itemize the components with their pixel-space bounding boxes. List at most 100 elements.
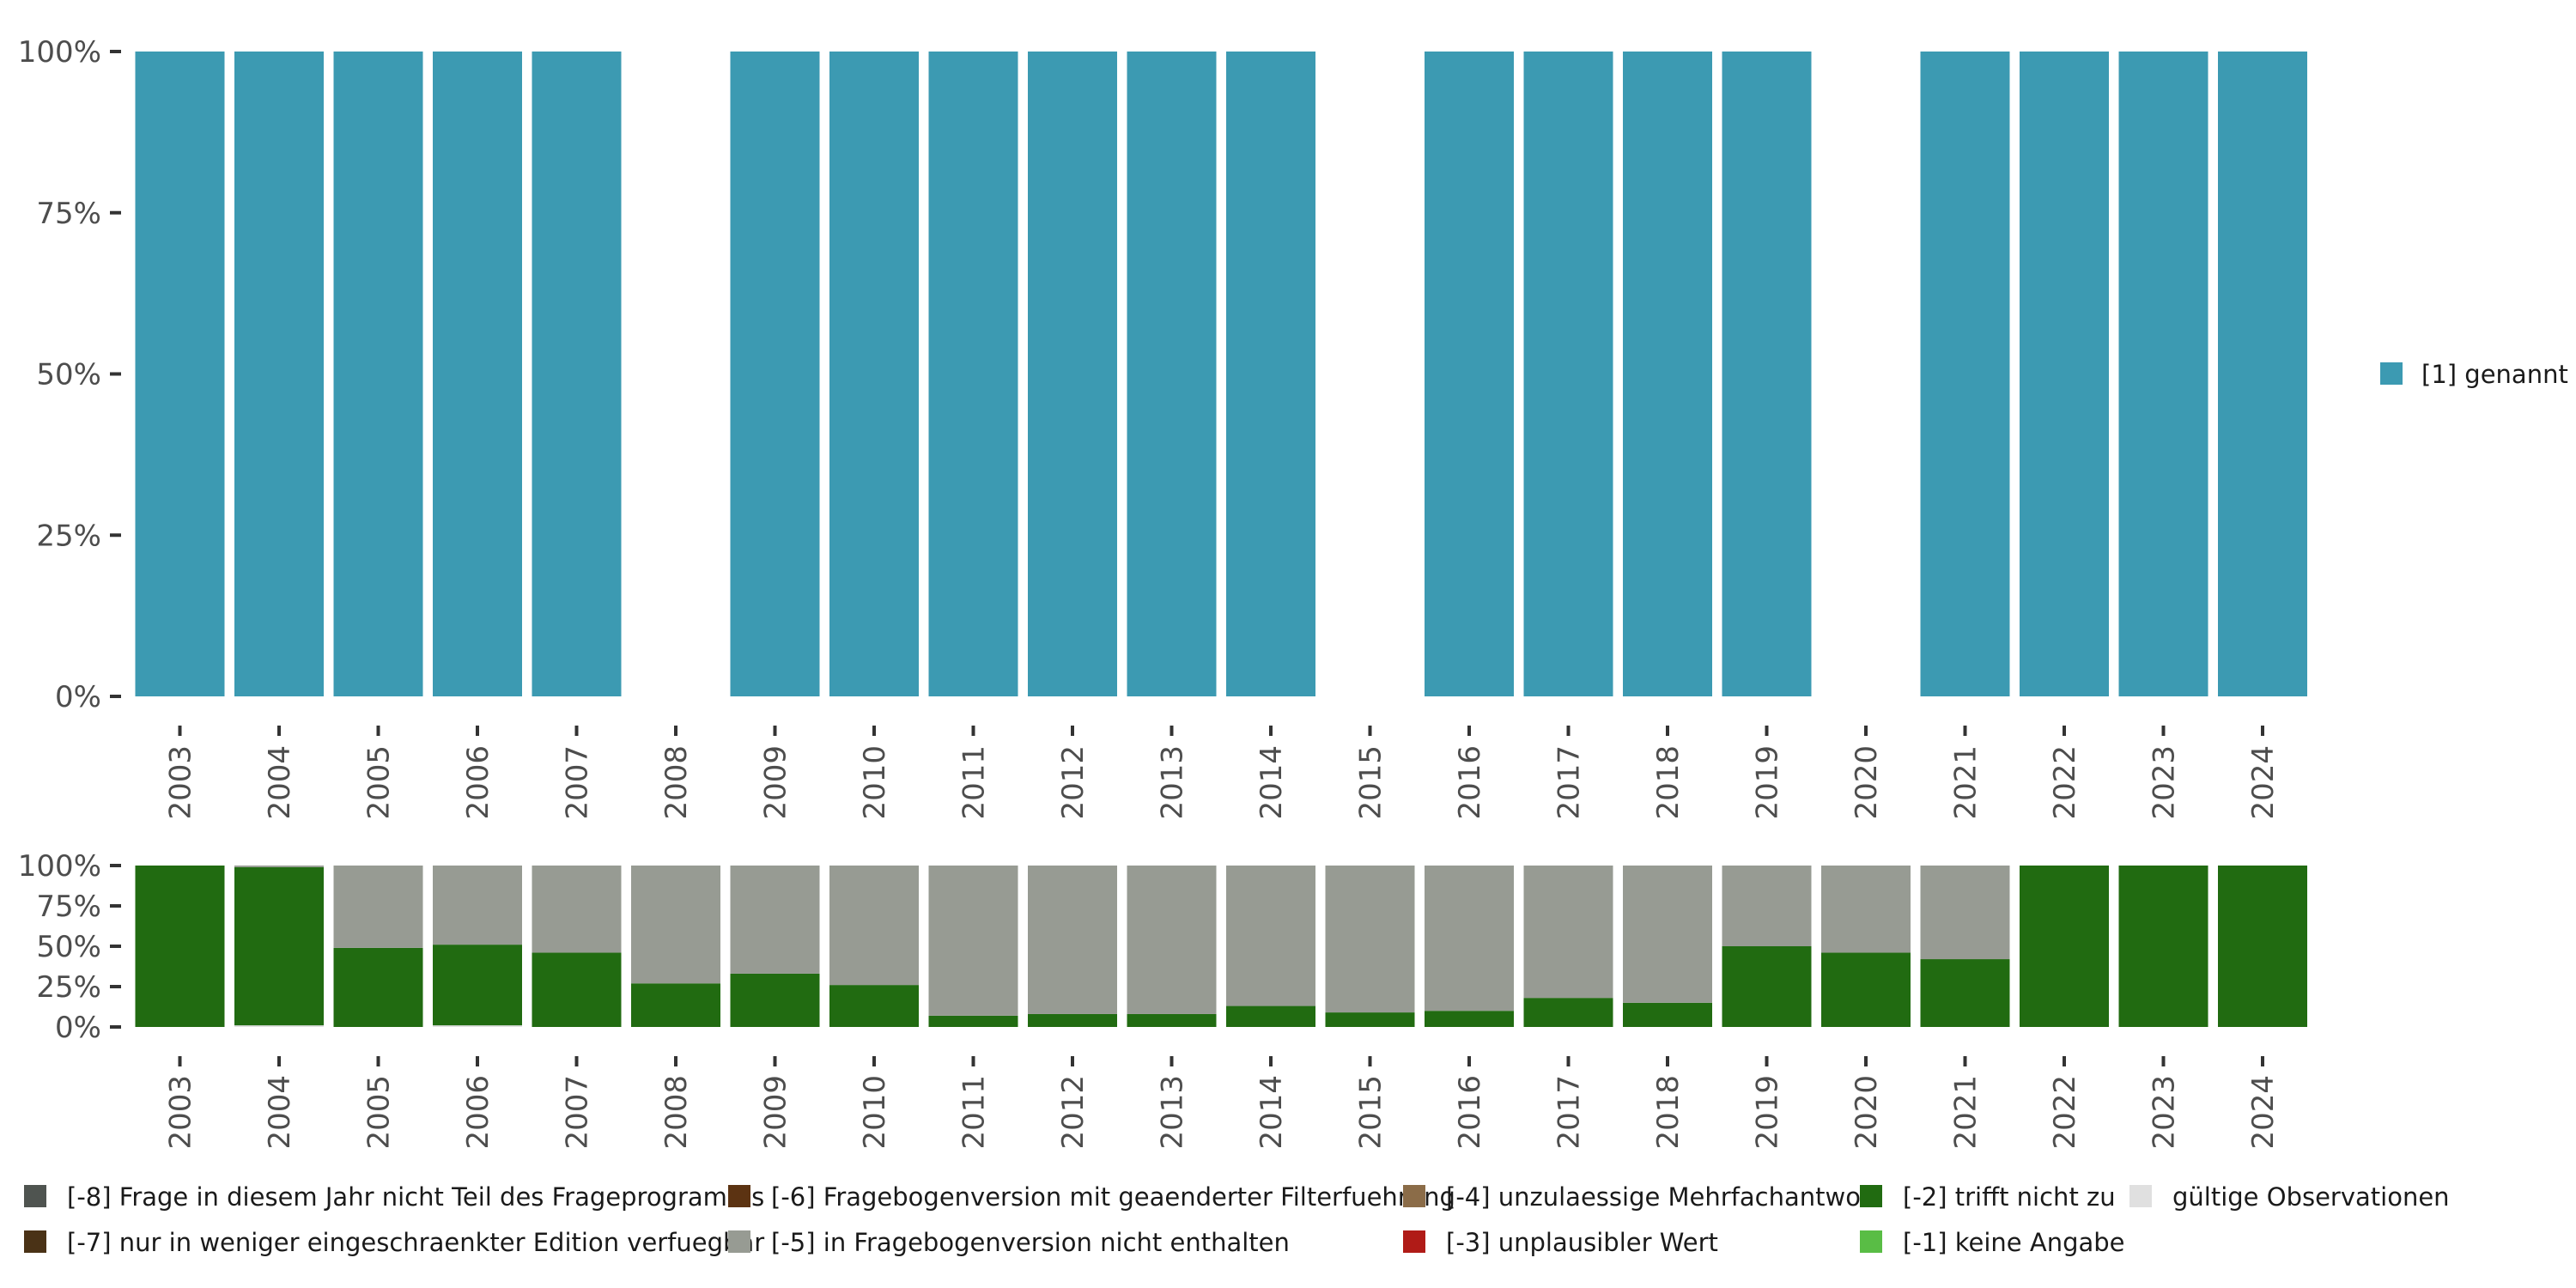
x-tick-label: 2011 — [957, 1075, 992, 1150]
bar-segment — [433, 52, 522, 696]
x-tick-label: 2017 — [1552, 745, 1587, 820]
x-tick-label: 2007 — [561, 745, 595, 820]
bar-segment — [928, 1015, 1018, 1027]
bar-segment — [333, 866, 423, 948]
bar-segment — [234, 1025, 324, 1027]
x-tick-label: 2013 — [1156, 745, 1190, 820]
bar-segment — [532, 52, 622, 696]
x-tick-label: 2003 — [164, 745, 198, 820]
legend-label: [-1] keine Angabe — [1903, 1228, 2125, 1257]
legend-label: [-3] unplausibler Wert — [1446, 1228, 1718, 1257]
x-tick-label: 2012 — [1056, 745, 1091, 820]
bar-segment — [2118, 52, 2208, 696]
y-tick-label: 100% — [18, 849, 101, 884]
legend-swatch — [2129, 1185, 2152, 1207]
bar-segment — [333, 947, 423, 1027]
bar-segment — [1920, 959, 2010, 1027]
x-tick-label: 2021 — [1949, 1075, 1984, 1150]
x-tick-label: 2024 — [2246, 1075, 2281, 1150]
bar-segment — [730, 973, 820, 1027]
bar-segment — [829, 866, 919, 986]
x-tick-label: 2019 — [1751, 1075, 1785, 1150]
x-tick-label: 2009 — [759, 1075, 793, 1150]
bottom-chart-panel: 0% 25% 50% 75% 100% 2003 2004 2005 2006 2007 2008 2… — [18, 849, 2307, 1150]
x-tick-label: 2019 — [1751, 745, 1785, 820]
x-tick-label: 2020 — [1850, 1075, 1884, 1150]
x-tick-label: 2006 — [461, 1075, 495, 1150]
bar-segment — [135, 866, 225, 1027]
x-tick-label: 2007 — [561, 1075, 595, 1150]
x-tick-label: 2009 — [759, 745, 793, 820]
bar-segment — [928, 52, 1018, 696]
bar-segment — [829, 985, 919, 1027]
x-tick-label: 2008 — [659, 745, 694, 820]
x-tick-label: 2004 — [263, 745, 297, 820]
x-tick-label: 2010 — [858, 1075, 892, 1150]
y-tick-label: 25% — [36, 519, 101, 553]
bar-segment — [2020, 52, 2109, 696]
bar-segment — [1028, 52, 1117, 696]
x-tick-label: 2005 — [362, 745, 397, 820]
bar-segment — [1821, 952, 1911, 1027]
bar-segment — [1920, 866, 2010, 960]
x-tick-label: 2006 — [461, 745, 495, 820]
bar-segment — [1226, 52, 1315, 696]
bar-segment — [1920, 52, 2010, 696]
x-tick-label: 2015 — [1354, 1075, 1388, 1150]
bar-segment — [433, 866, 522, 945]
bar-segment — [1028, 1013, 1117, 1027]
top-chart-panel: 0% 25% 50% 75% 100% 2003 2004 2005 2006 2007 2008 2… — [18, 35, 2307, 820]
bar-segment — [234, 52, 324, 696]
x-tick-label: 2016 — [1453, 1075, 1487, 1150]
bar-segment — [928, 866, 1018, 1016]
bar-segment — [1127, 52, 1217, 696]
legend-label: [-2] trifft nicht zu — [1903, 1182, 2116, 1212]
bar-segment — [1821, 866, 1911, 953]
bar-segment — [234, 866, 324, 1026]
bar-segment — [1127, 866, 1217, 1014]
x-tick-label: 2022 — [2048, 745, 2082, 820]
y-tick-label: 75% — [36, 197, 101, 231]
bar-segment — [135, 52, 225, 696]
bar-segment — [1722, 866, 1812, 946]
bottom-chart-legend: [-8] Frage in diesem Jahr nicht Teil des… — [24, 1182, 2450, 1257]
bar-segment — [730, 866, 820, 974]
legend-swatch — [1403, 1185, 1425, 1207]
bar-segment — [532, 866, 622, 953]
x-tick-label: 2018 — [1651, 1075, 1686, 1150]
x-tick-label: 2024 — [2246, 745, 2281, 820]
x-tick-label: 2018 — [1651, 745, 1686, 820]
legend-label: [-4] unzulaessige Mehrfachantwort — [1446, 1182, 1880, 1212]
bar-segment — [1226, 1005, 1315, 1027]
x-tick-label: 2023 — [2148, 1075, 2182, 1150]
bar-segment — [1425, 52, 1514, 696]
x-tick-label: 2020 — [1850, 745, 1884, 820]
y-tick-label: 0% — [55, 680, 101, 714]
bar-segment — [1325, 866, 1415, 1013]
x-tick-label: 2022 — [2048, 1075, 2082, 1150]
legend-swatch — [1860, 1230, 1882, 1253]
legend-swatch — [2380, 362, 2403, 385]
legend-swatch — [24, 1230, 46, 1253]
x-tick-label: 2017 — [1552, 1075, 1587, 1150]
y-tick-label: 50% — [36, 930, 101, 964]
legend-label: [-8] Frage in diesem Jahr nicht Teil des… — [67, 1182, 764, 1212]
x-tick-label: 2021 — [1949, 745, 1984, 820]
x-tick-label: 2014 — [1255, 1075, 1289, 1150]
bar-segment — [433, 1025, 522, 1027]
bar-segment — [631, 866, 720, 984]
x-tick-label: 2004 — [263, 1075, 297, 1150]
bar-segment — [1028, 866, 1117, 1014]
bar-segment — [1127, 1013, 1217, 1027]
y-tick-label: 0% — [55, 1011, 101, 1045]
bar-segment — [1623, 1002, 1712, 1027]
legend-label: [-7] nur in weniger eingeschraenkter Edi… — [67, 1228, 764, 1257]
x-tick-label: 2008 — [659, 1075, 694, 1150]
x-tick-label: 2016 — [1453, 745, 1487, 820]
x-tick-label: 2014 — [1255, 745, 1289, 820]
bar-segment — [1722, 946, 1812, 1027]
top-chart-legend: [1] genannt — [2380, 360, 2568, 389]
y-tick-label: 25% — [36, 970, 101, 1005]
bar-segment — [234, 866, 324, 867]
